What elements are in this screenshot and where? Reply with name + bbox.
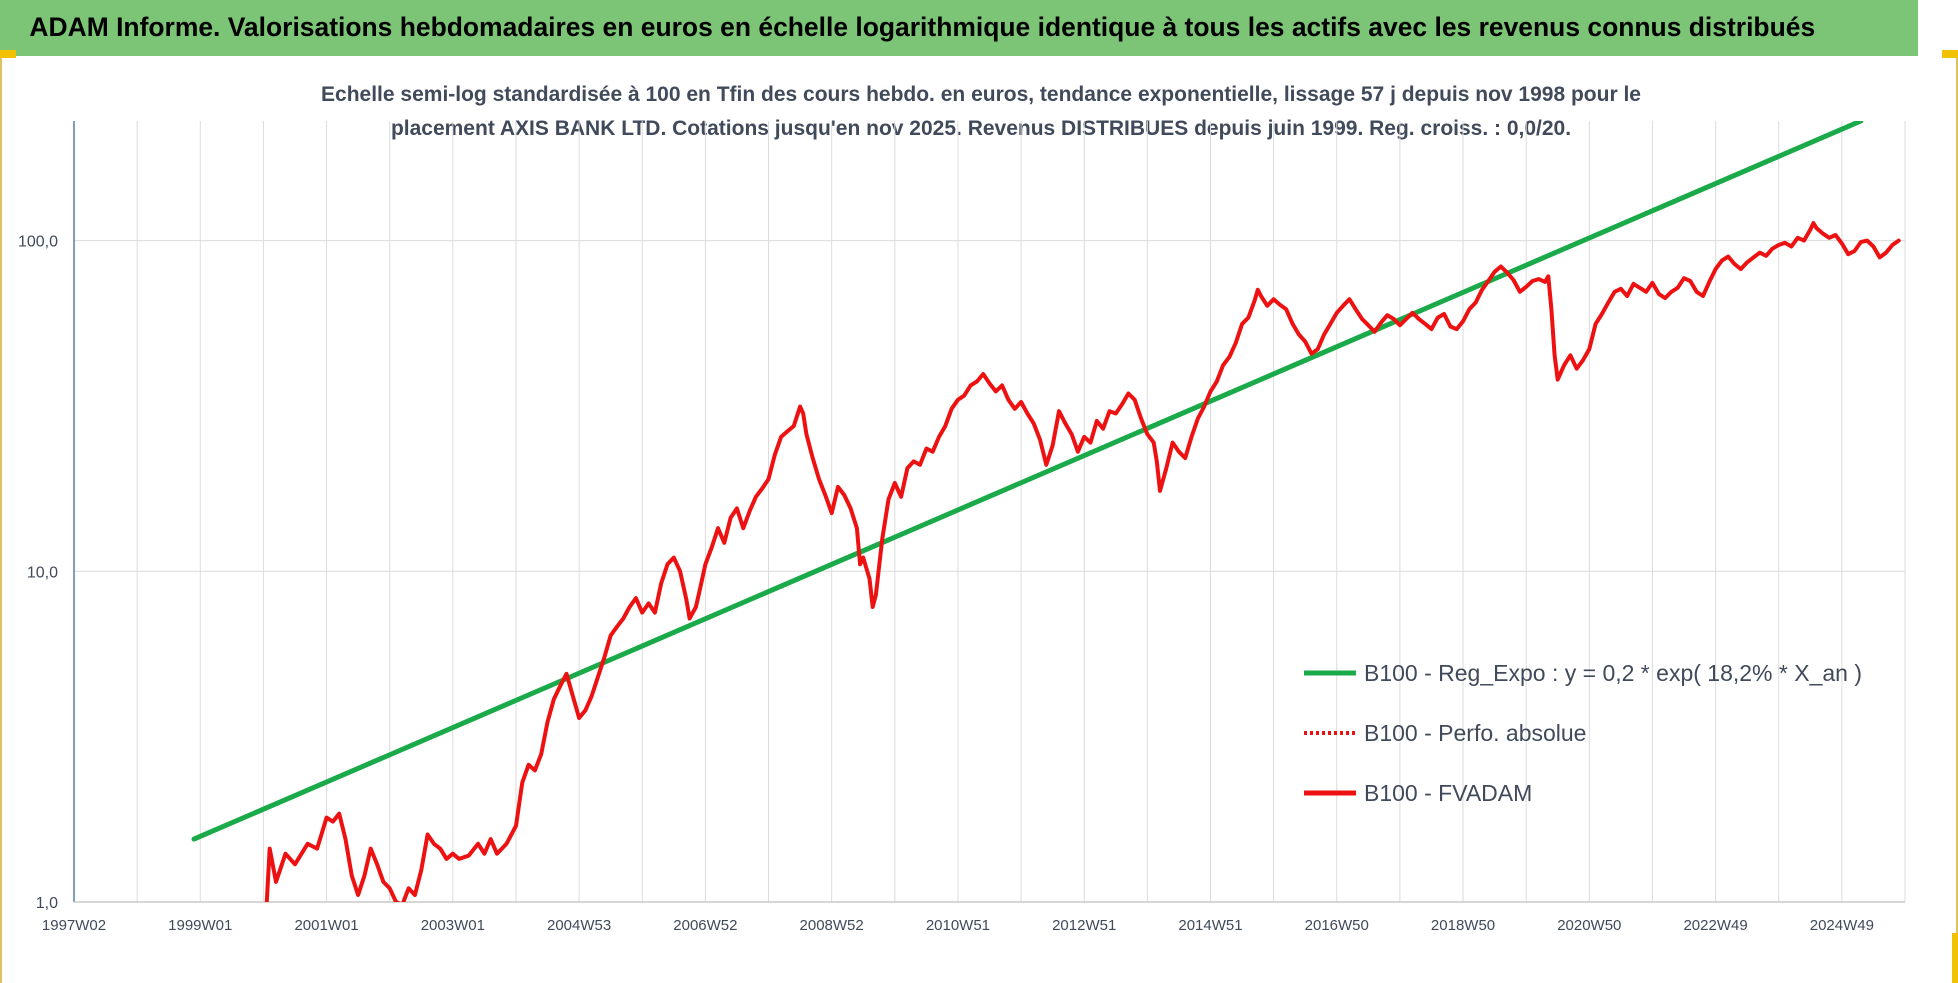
axes <box>73 121 1905 903</box>
x-tick-label: 2003W01 <box>421 917 485 934</box>
corner-marker-bottom-right <box>1952 933 1958 983</box>
x-tick-label: 2008W52 <box>800 917 864 934</box>
x-tick-label: 1999W01 <box>168 917 232 934</box>
page-title: ADAM Informe. Valorisations hebdomadaire… <box>0 0 1918 56</box>
x-tick-label: 2014W51 <box>1178 917 1242 934</box>
y-tick-label: 100,0 <box>18 234 58 251</box>
gridlines <box>73 121 1906 903</box>
x-axis-ticks: 1997W02 1999W01 2001W01 2003W01 2004W53 2006W… <box>42 917 1874 934</box>
series-line-reg-expo <box>191 121 1864 842</box>
legend-entry: B100 - Perfo. absolue <box>1364 720 1586 746</box>
y-tick-label: 1,0 <box>36 895 58 912</box>
y-axis-ticks: 1,0 10,0 100,0 <box>18 234 58 912</box>
x-tick-label: 2004W53 <box>547 917 611 934</box>
x-tick-label: 2024W49 <box>1810 917 1874 934</box>
x-tick-label: 2018W50 <box>1431 917 1495 934</box>
x-tick-label: 2012W51 <box>1052 917 1116 934</box>
chart-area: Echelle semi-log standardisée à 100 en T… <box>18 83 1906 934</box>
legend-entry: B100 - FVADAM <box>1364 780 1532 806</box>
x-tick-label: 2020W50 <box>1557 917 1621 934</box>
series-line-fvadam <box>264 221 1901 902</box>
chart-subtitle-line-1: Echelle semi-log standardisée à 100 en T… <box>321 83 1641 106</box>
y-tick-label: 10,0 <box>27 564 58 581</box>
chart-frame: Echelle semi-log standardisée à 100 en T… <box>0 50 1958 983</box>
chart-subtitle-line-2: placement AXIS BANK LTD. Cotations jusqu… <box>391 117 1571 140</box>
x-tick-label: 2006W52 <box>673 917 737 934</box>
legend: B100 - Reg_Expo : y = 0,2 * exp( 18,2% *… <box>1304 660 1862 806</box>
series-lines <box>191 121 1901 902</box>
x-tick-label: 1997W02 <box>42 917 106 934</box>
x-tick-label: 2016W50 <box>1305 917 1369 934</box>
legend-entry: B100 - Reg_Expo : y = 0,2 * exp( 18,2% *… <box>1364 660 1862 686</box>
corner-marker-top-left <box>0 50 16 58</box>
corner-marker-top-right <box>1942 50 1958 58</box>
x-tick-label: 2001W01 <box>294 917 358 934</box>
x-tick-label: 2010W51 <box>926 917 990 934</box>
x-tick-label: 2022W49 <box>1683 917 1747 934</box>
